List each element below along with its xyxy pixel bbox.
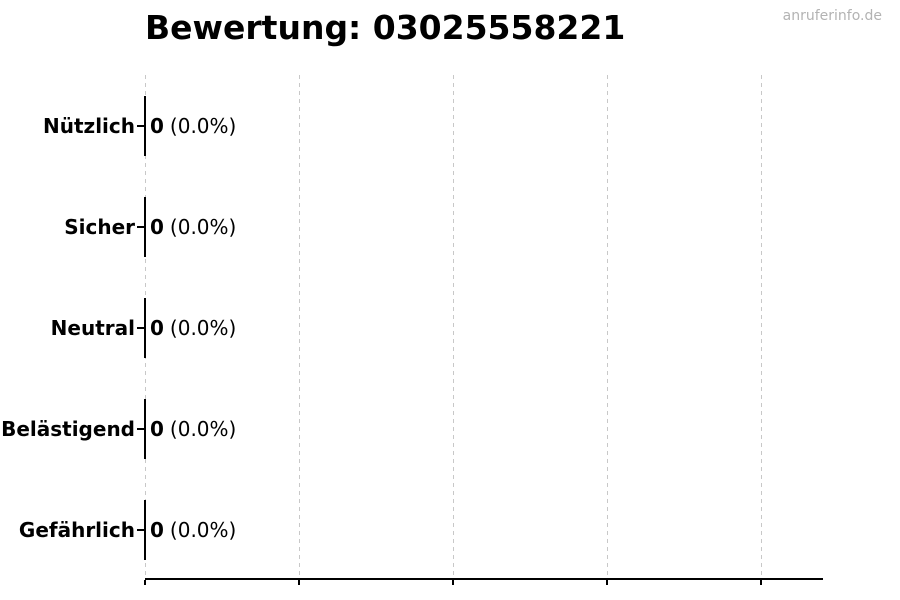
bar-value-count: 0 [150,214,164,239]
bar [144,196,146,257]
bar-value-count: 0 [150,315,164,340]
bar-row: Neutral 0 (0.0%) [0,277,900,378]
y-axis-tick [137,225,144,228]
bar-value-count: 0 [150,517,164,542]
bar [144,95,146,156]
bar-row: Gefährlich 0 (0.0%) [0,479,900,580]
bar-value-count: 0 [150,113,164,138]
bar-row: Belästigend 0 (0.0%) [0,378,900,479]
gridline [452,75,454,578]
x-axis-tick [298,580,301,585]
x-axis-tick [144,580,146,585]
bar [144,297,146,358]
bar-value-percent: (0.0%) [169,214,237,239]
bar-row: Nützlich 0 (0.0%) [0,75,900,176]
bar [144,499,146,560]
category-rows: Nützlich 0 (0.0%) Sicher 0 (0.0%) Neutral … [0,75,900,580]
gridline [760,75,762,578]
category-label: Nützlich [43,113,135,138]
category-label: Belästigend [1,416,135,441]
gridline [298,75,300,578]
category-label: Neutral [50,315,135,340]
x-axis-tick [452,580,455,585]
bar [144,398,146,459]
bar-row: Sicher 0 (0.0%) [0,176,900,277]
category-label: Gefährlich [18,517,135,542]
bar-value-label: 0 (0.0%) [150,518,236,542]
x-axis-tick [760,580,763,585]
bar-value-percent: (0.0%) [169,517,237,542]
watermark: anruferinfo.de [782,8,882,24]
bar-value-label: 0 (0.0%) [150,316,236,340]
y-axis-tick [137,528,144,531]
x-axis-tick [606,580,609,585]
bar-value-percent: (0.0%) [169,315,237,340]
bar-value-percent: (0.0%) [169,113,237,138]
bar-value-label: 0 (0.0%) [150,215,236,239]
y-axis-tick [137,124,144,127]
bar-value-label: 0 (0.0%) [150,417,236,441]
y-axis-tick [137,326,144,329]
category-label: Sicher [64,214,135,239]
y-axis-tick [137,427,144,430]
chart-title: Bewertung: 03025558221 [145,8,626,47]
bar-value-percent: (0.0%) [169,416,237,441]
bar-value-label: 0 (0.0%) [150,114,236,138]
bar-value-count: 0 [150,416,164,441]
gridline [606,75,608,578]
